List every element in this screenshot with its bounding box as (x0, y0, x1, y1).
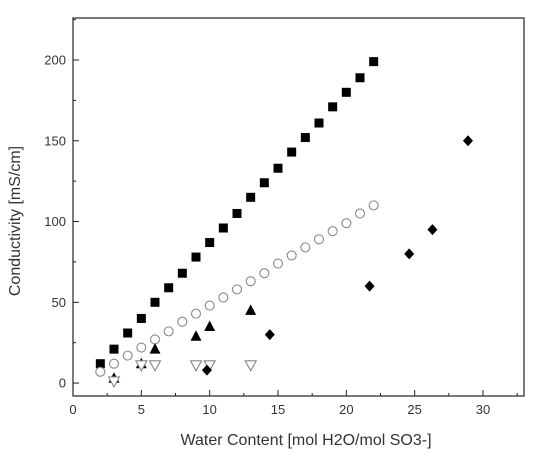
circle-marker (341, 218, 352, 229)
triangle-down-marker (134, 360, 148, 372)
square-marker (177, 268, 187, 278)
square-marker (164, 283, 174, 293)
diamond-marker (427, 224, 438, 236)
x-tick-label: 20 (339, 402, 353, 417)
circle-marker (122, 350, 133, 361)
y-tick-label: 200 (44, 53, 66, 68)
axis-ticks (72, 19, 518, 396)
triangle-marker (245, 304, 257, 315)
y-tick-label: 150 (44, 133, 66, 148)
x-tick-label: 5 (138, 402, 145, 417)
circle-marker (231, 284, 243, 295)
circle-marker (272, 258, 284, 269)
circle-marker (368, 200, 379, 211)
square-marker (259, 178, 269, 188)
triangle-marker (204, 320, 216, 332)
circle-marker (149, 334, 161, 345)
square-marker (246, 192, 256, 202)
circle-marker (190, 308, 202, 319)
circle-marker (163, 326, 174, 337)
square-marker (273, 163, 283, 173)
x-tick-label: 25 (407, 402, 421, 417)
circle-marker (218, 292, 229, 303)
square-marker (369, 57, 379, 67)
circle-marker (204, 300, 215, 311)
x-tick-label: 15 (271, 402, 285, 417)
square-marker (123, 328, 133, 338)
square-marker (95, 359, 105, 369)
square-marker (109, 344, 119, 354)
triangle-down-marker (189, 360, 203, 372)
x-axis-label: Water Content [mol H2O/mol SO3-] (180, 432, 431, 449)
circle-marker (95, 366, 106, 377)
square-marker (205, 238, 215, 248)
triangle-down-marker (148, 360, 162, 372)
circle-marker (286, 250, 297, 261)
circle-marker (177, 316, 188, 327)
square-marker (218, 223, 228, 233)
y-tick-label: 0 (59, 376, 66, 391)
square-marker (287, 147, 297, 157)
circle-marker (108, 358, 120, 369)
circle-marker (245, 276, 256, 287)
triangle-down-marker (107, 376, 121, 389)
diamond-marker (404, 248, 415, 260)
triangle-down-marker (244, 360, 258, 372)
diamond-marker (201, 364, 212, 376)
y-tick-label: 100 (44, 214, 66, 229)
square-marker (300, 133, 310, 143)
square-marker (136, 313, 146, 323)
triangle-marker (149, 343, 161, 354)
circle-marker (354, 208, 366, 219)
y-tick-label: 50 (52, 295, 66, 310)
circle-marker (313, 234, 325, 245)
square-marker (328, 102, 338, 112)
circle-marker (259, 268, 270, 279)
square-marker (232, 208, 242, 218)
circle-marker (136, 342, 147, 353)
diamond-marker (264, 329, 275, 341)
square-marker (191, 252, 201, 262)
data-markers (95, 57, 473, 389)
plot-frame (72, 17, 525, 397)
plot-border (72, 17, 525, 397)
tick-labels: 0 5 10 15 20 25 30 0 50 100 150 200 (44, 53, 490, 418)
x-tick-label: 10 (202, 402, 216, 417)
x-tick-label: 0 (69, 402, 76, 417)
square-marker (355, 73, 365, 83)
square-marker (314, 118, 324, 128)
square-marker (341, 87, 351, 97)
circle-marker (300, 242, 311, 253)
y-axis-label: Conductivity [mS/cm] (7, 146, 24, 296)
circle-marker (327, 226, 338, 237)
diamond-marker (462, 135, 473, 147)
diamond-marker (364, 280, 375, 292)
triangle-marker (190, 330, 202, 341)
square-marker (150, 297, 160, 307)
x-tick-label: 30 (476, 402, 490, 417)
